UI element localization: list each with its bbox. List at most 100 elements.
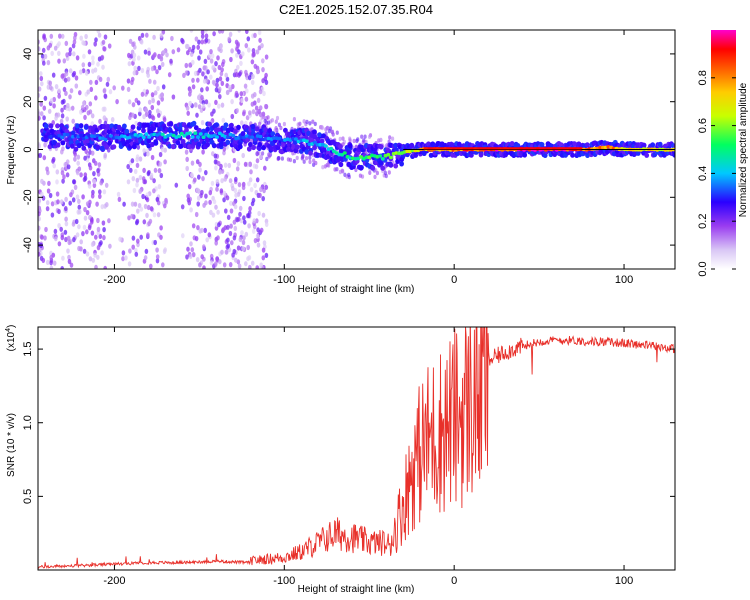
spectral-point bbox=[89, 86, 94, 92]
ridge-halo-point bbox=[641, 142, 647, 148]
spectral-point bbox=[47, 108, 52, 114]
spectral-point bbox=[255, 151, 259, 157]
spectral-point bbox=[201, 71, 205, 77]
spectral-point bbox=[57, 50, 61, 57]
spectral-point bbox=[45, 200, 50, 206]
spectral-point bbox=[76, 154, 81, 160]
spectral-point bbox=[51, 72, 56, 78]
spectral-point bbox=[321, 165, 325, 170]
spectral-point bbox=[145, 32, 149, 38]
snr-line bbox=[38, 327, 675, 569]
y-tick-label: 0 bbox=[22, 146, 34, 152]
spectral-point bbox=[52, 103, 56, 109]
ridge-halo-point bbox=[370, 165, 376, 171]
spectral-point bbox=[200, 39, 205, 45]
spectral-point bbox=[42, 33, 46, 39]
spectral-point bbox=[254, 105, 259, 111]
spectral-point bbox=[242, 111, 246, 117]
ridge-halo-point bbox=[168, 121, 174, 127]
spectral-point bbox=[82, 248, 87, 254]
spectral-point bbox=[54, 236, 58, 242]
spectral-point bbox=[104, 182, 109, 188]
spectral-point bbox=[53, 228, 58, 234]
spectral-point bbox=[204, 33, 209, 39]
spectral-point bbox=[105, 81, 110, 87]
spectral-point bbox=[214, 261, 218, 267]
spectral-point bbox=[348, 136, 352, 141]
ridge-halo-point bbox=[478, 152, 484, 158]
ridge-halo-point bbox=[70, 143, 75, 149]
spectral-point bbox=[40, 178, 44, 184]
spectral-point bbox=[180, 204, 185, 210]
spectral-point bbox=[152, 79, 157, 85]
spectral-point bbox=[50, 201, 55, 207]
colorbar-ticks: 0.0 0.2 0.4 0.6 0.8 bbox=[697, 70, 736, 277]
ridge-halo-point bbox=[55, 142, 61, 148]
ridge-halo-point bbox=[180, 138, 186, 145]
spectral-point bbox=[142, 148, 146, 154]
ridge-core-point bbox=[109, 134, 113, 138]
spectral-point bbox=[86, 89, 90, 95]
spectral-point bbox=[41, 47, 46, 53]
spectral-point bbox=[94, 264, 98, 269]
spectral-point bbox=[57, 208, 61, 215]
spectral-point bbox=[98, 233, 103, 239]
spectral-point bbox=[320, 125, 324, 131]
snr-x-label: Height of straight line (km) bbox=[298, 584, 415, 595]
spectral-point bbox=[234, 257, 238, 263]
spectral-point bbox=[130, 213, 134, 219]
spectral-point bbox=[38, 225, 41, 231]
spectral-point bbox=[242, 219, 247, 225]
ridge-core-point bbox=[258, 134, 263, 139]
spectral-point bbox=[88, 165, 93, 171]
spectral-point bbox=[255, 177, 260, 183]
spectral-point bbox=[215, 256, 219, 262]
ridge-core-point bbox=[380, 157, 385, 161]
spectral-point bbox=[244, 231, 249, 237]
spectral-point bbox=[304, 156, 309, 161]
spectral-point bbox=[84, 70, 89, 76]
spectral-point bbox=[231, 83, 235, 90]
spectral-point bbox=[143, 255, 148, 261]
spectral-point bbox=[64, 196, 68, 202]
spectral-point bbox=[209, 74, 213, 80]
spectral-point bbox=[200, 189, 204, 196]
spectral-point bbox=[72, 179, 76, 185]
spectral-point bbox=[368, 170, 372, 175]
spectral-point bbox=[155, 196, 160, 202]
ridge-core-point bbox=[95, 133, 100, 138]
spectral-point bbox=[250, 201, 255, 207]
spectral-point bbox=[50, 212, 55, 218]
spectral-point bbox=[251, 48, 256, 54]
spectral-point bbox=[52, 260, 57, 266]
ridge-core-point bbox=[41, 132, 46, 136]
spectral-point bbox=[195, 112, 199, 118]
spectral-point bbox=[139, 206, 144, 212]
spectral-point bbox=[190, 172, 194, 178]
spectral-point bbox=[280, 156, 284, 161]
spectral-point bbox=[265, 156, 269, 162]
spectral-point bbox=[255, 265, 259, 269]
spectral-point bbox=[163, 147, 167, 153]
spectral-point bbox=[38, 152, 43, 158]
spectral-point bbox=[193, 102, 198, 108]
spectral-point bbox=[92, 182, 97, 188]
spectral-point bbox=[248, 264, 252, 269]
ridge-halo-point bbox=[399, 161, 404, 167]
spectral-point bbox=[210, 180, 215, 186]
spectral-point bbox=[226, 237, 230, 243]
spectral-point bbox=[235, 108, 239, 114]
ridge-halo-point bbox=[60, 140, 66, 146]
spectral-point bbox=[83, 206, 87, 213]
ridge-halo-point bbox=[81, 145, 87, 151]
spectral-point bbox=[65, 116, 69, 122]
spectral-point bbox=[266, 115, 270, 120]
ridge-core-point bbox=[367, 155, 372, 160]
ridge-halo-point bbox=[73, 146, 79, 152]
spectral-point bbox=[152, 53, 156, 59]
spectral-point bbox=[253, 238, 258, 244]
spectral-point bbox=[253, 92, 257, 98]
spectral-point bbox=[301, 153, 305, 159]
ridge-halo-point bbox=[570, 152, 575, 158]
